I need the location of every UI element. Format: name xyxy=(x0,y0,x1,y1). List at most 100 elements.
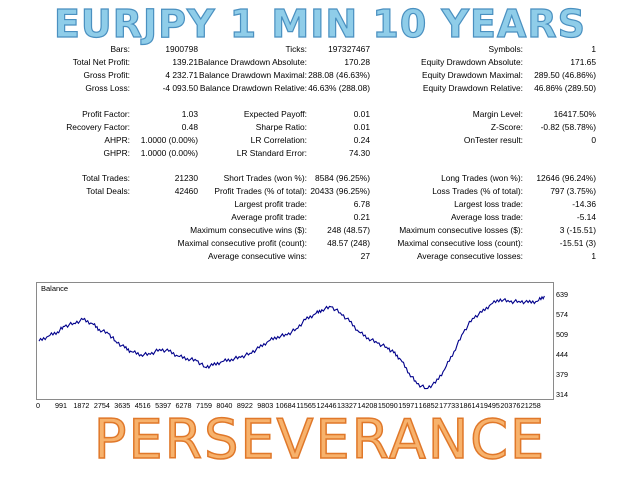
balance-dd-rel-value: 46.63% (288.08) xyxy=(308,83,370,93)
x-tick-label: 19495 xyxy=(479,401,500,410)
x-tick-label: 12446 xyxy=(316,401,337,410)
ahpr-value: 1.0000 (0.00%) xyxy=(140,135,198,145)
margin-level-value: 16417.50% xyxy=(553,109,596,119)
total-trades-value: 21230 xyxy=(174,173,198,183)
x-tick-label: 5397 xyxy=(155,401,172,410)
ghpr-label: GHPR: xyxy=(103,148,130,158)
total-net-profit-label: Total Net Profit: xyxy=(72,57,130,67)
ticks-value: 197327467 xyxy=(328,44,370,54)
gross-profit-label: Gross Profit: xyxy=(83,70,130,80)
equity-dd-max-label: Equity Drawdown Maximal: xyxy=(422,70,523,80)
equity-dd-max-value: 289.50 (46.86%) xyxy=(534,70,596,80)
expected-payoff-label: Expected Payoff: xyxy=(243,109,307,119)
page-title: EURJPY 1 MIN 10 YEARS xyxy=(53,1,587,46)
symbols-value: 1 xyxy=(591,44,596,54)
x-tick-label: 17733 xyxy=(439,401,460,410)
loss-trades-label: Loss Trades (% of total): xyxy=(432,186,523,196)
x-axis: 0 991 1872 2754 3635 4516 5397 6278 7159 8040 8922… xyxy=(36,399,596,413)
x-tick-label: 10684 xyxy=(275,401,296,410)
y-tick-label: 444 xyxy=(556,350,568,360)
symbols-label: Symbols: xyxy=(488,44,523,54)
avg-loss-value: -5.14 xyxy=(576,212,596,222)
margin-level-label: Margin Level: xyxy=(472,109,523,119)
ontester-value: 0 xyxy=(591,135,596,145)
x-tick-label: 0 xyxy=(36,401,40,410)
x-tick-label: 6278 xyxy=(175,401,192,410)
y-tick-label: 574 xyxy=(556,310,568,320)
x-tick-label: 3635 xyxy=(114,401,131,410)
max-consec-wins-value: 248 (48.57) xyxy=(327,225,370,235)
equity-dd-rel-value: 46.86% (289.50) xyxy=(534,83,596,93)
recovery-factor-value: 0.48 xyxy=(181,122,198,132)
balance-dd-rel-label: Balance Drawdown Relative: xyxy=(199,83,307,93)
x-tick-label: 7159 xyxy=(195,401,212,410)
x-tick-label: 18614 xyxy=(459,401,480,410)
avg-consec-wins-value: 27 xyxy=(360,251,370,261)
y-tick-label: 314 xyxy=(556,390,568,399)
balance-dd-max-label: Balance Drawdown Maximal: xyxy=(199,70,307,80)
x-tick-label: 13327 xyxy=(336,401,357,410)
lr-std-error-label: LR Standard Error: xyxy=(236,148,307,158)
largest-profit-value: 6.78 xyxy=(353,199,370,209)
equity-dd-abs-value: 171.65 xyxy=(570,57,596,67)
x-tick-label: 16852 xyxy=(418,401,439,410)
x-tick-label: 4516 xyxy=(134,401,151,410)
total-deals-label: Total Deals: xyxy=(86,186,130,196)
balance-chart: Balance xyxy=(36,282,554,400)
x-tick-label: 2754 xyxy=(93,401,110,410)
x-tick-label: 15090 xyxy=(377,401,398,410)
lr-std-error-value: 74.30 xyxy=(349,148,370,158)
short-trades-label: Short Trades (won %): xyxy=(223,173,307,183)
sharpe-ratio-label: Sharpe Ratio: xyxy=(255,122,307,132)
bars-value: 1900798 xyxy=(165,44,198,54)
profit-trades-label: Profit Trades (% of total): xyxy=(214,186,307,196)
balance-dd-abs-value: 170.28 xyxy=(344,57,370,67)
recovery-factor-label: Recovery Factor: xyxy=(66,122,130,132)
avg-profit-label: Average profit trade: xyxy=(231,212,307,222)
equity-dd-abs-label: Equity Drawdown Absolute: xyxy=(421,57,523,67)
max-consec-losses-label: Maximum consecutive losses ($): xyxy=(399,225,523,235)
long-trades-value: 12646 (96.24%) xyxy=(536,173,596,183)
footer-banner: PERSEVERANCE xyxy=(93,407,547,472)
ticks-label: Ticks: xyxy=(285,44,307,54)
chart-title: Balance xyxy=(41,284,69,293)
x-tick-label: 991 xyxy=(54,401,67,410)
largest-loss-value: -14.36 xyxy=(572,199,596,209)
avg-loss-label: Average loss trade: xyxy=(450,212,523,222)
balance-line xyxy=(38,295,545,390)
maximal-consec-loss-label: Maximal consecutive loss (count): xyxy=(397,238,523,248)
max-consec-wins-label: Maximum consecutive wins ($): xyxy=(190,225,307,235)
profit-factor-value: 1.03 xyxy=(181,109,198,119)
x-tick-label: 11565 xyxy=(296,401,316,410)
total-deals-value: 42460 xyxy=(174,186,198,196)
y-tick-label: 509 xyxy=(556,330,568,340)
x-tick-label: 9803 xyxy=(257,401,274,410)
avg-consec-losses-label: Average consecutive losses: xyxy=(417,251,523,261)
maximal-consec-profit-value: 48.57 (248) xyxy=(327,238,370,248)
max-consec-losses-value: 3 (-15.51) xyxy=(559,225,596,235)
z-score-label: Z-Score: xyxy=(490,122,523,132)
total-trades-label: Total Trades: xyxy=(82,173,130,183)
long-trades-label: Long Trades (won %): xyxy=(441,173,523,183)
avg-consec-losses-value: 1 xyxy=(591,251,596,261)
lr-correlation-label: LR Correlation: xyxy=(250,135,307,145)
balance-dd-abs-label: Balance Drawdown Absolute: xyxy=(198,57,307,67)
x-tick-label: 14208 xyxy=(357,401,378,410)
x-tick-label: 15971 xyxy=(398,401,419,410)
short-trades-value: 8584 (96.25%) xyxy=(315,173,370,183)
avg-consec-wins-label: Average consecutive wins: xyxy=(207,251,307,261)
largest-loss-label: Largest loss trade: xyxy=(454,199,523,209)
y-axis: 639 574 509 444 379 314 xyxy=(552,282,592,400)
x-tick-label: 21258 xyxy=(520,401,541,410)
largest-profit-label: Largest profit trade: xyxy=(234,199,307,209)
avg-profit-value: 0.21 xyxy=(353,212,370,222)
bars-label: Bars: xyxy=(110,44,130,54)
expected-payoff-value: 0.01 xyxy=(353,109,370,119)
total-net-profit-value: 139.21 xyxy=(172,57,198,67)
sharpe-ratio-value: 0.01 xyxy=(353,122,370,132)
balance-chart-svg xyxy=(38,295,545,390)
y-tick-label: 639 xyxy=(556,290,568,300)
profit-trades-value: 20433 (96.25%) xyxy=(310,186,370,196)
gross-loss-label: Gross Loss: xyxy=(85,83,130,93)
lr-correlation-value: 0.24 xyxy=(353,135,370,145)
